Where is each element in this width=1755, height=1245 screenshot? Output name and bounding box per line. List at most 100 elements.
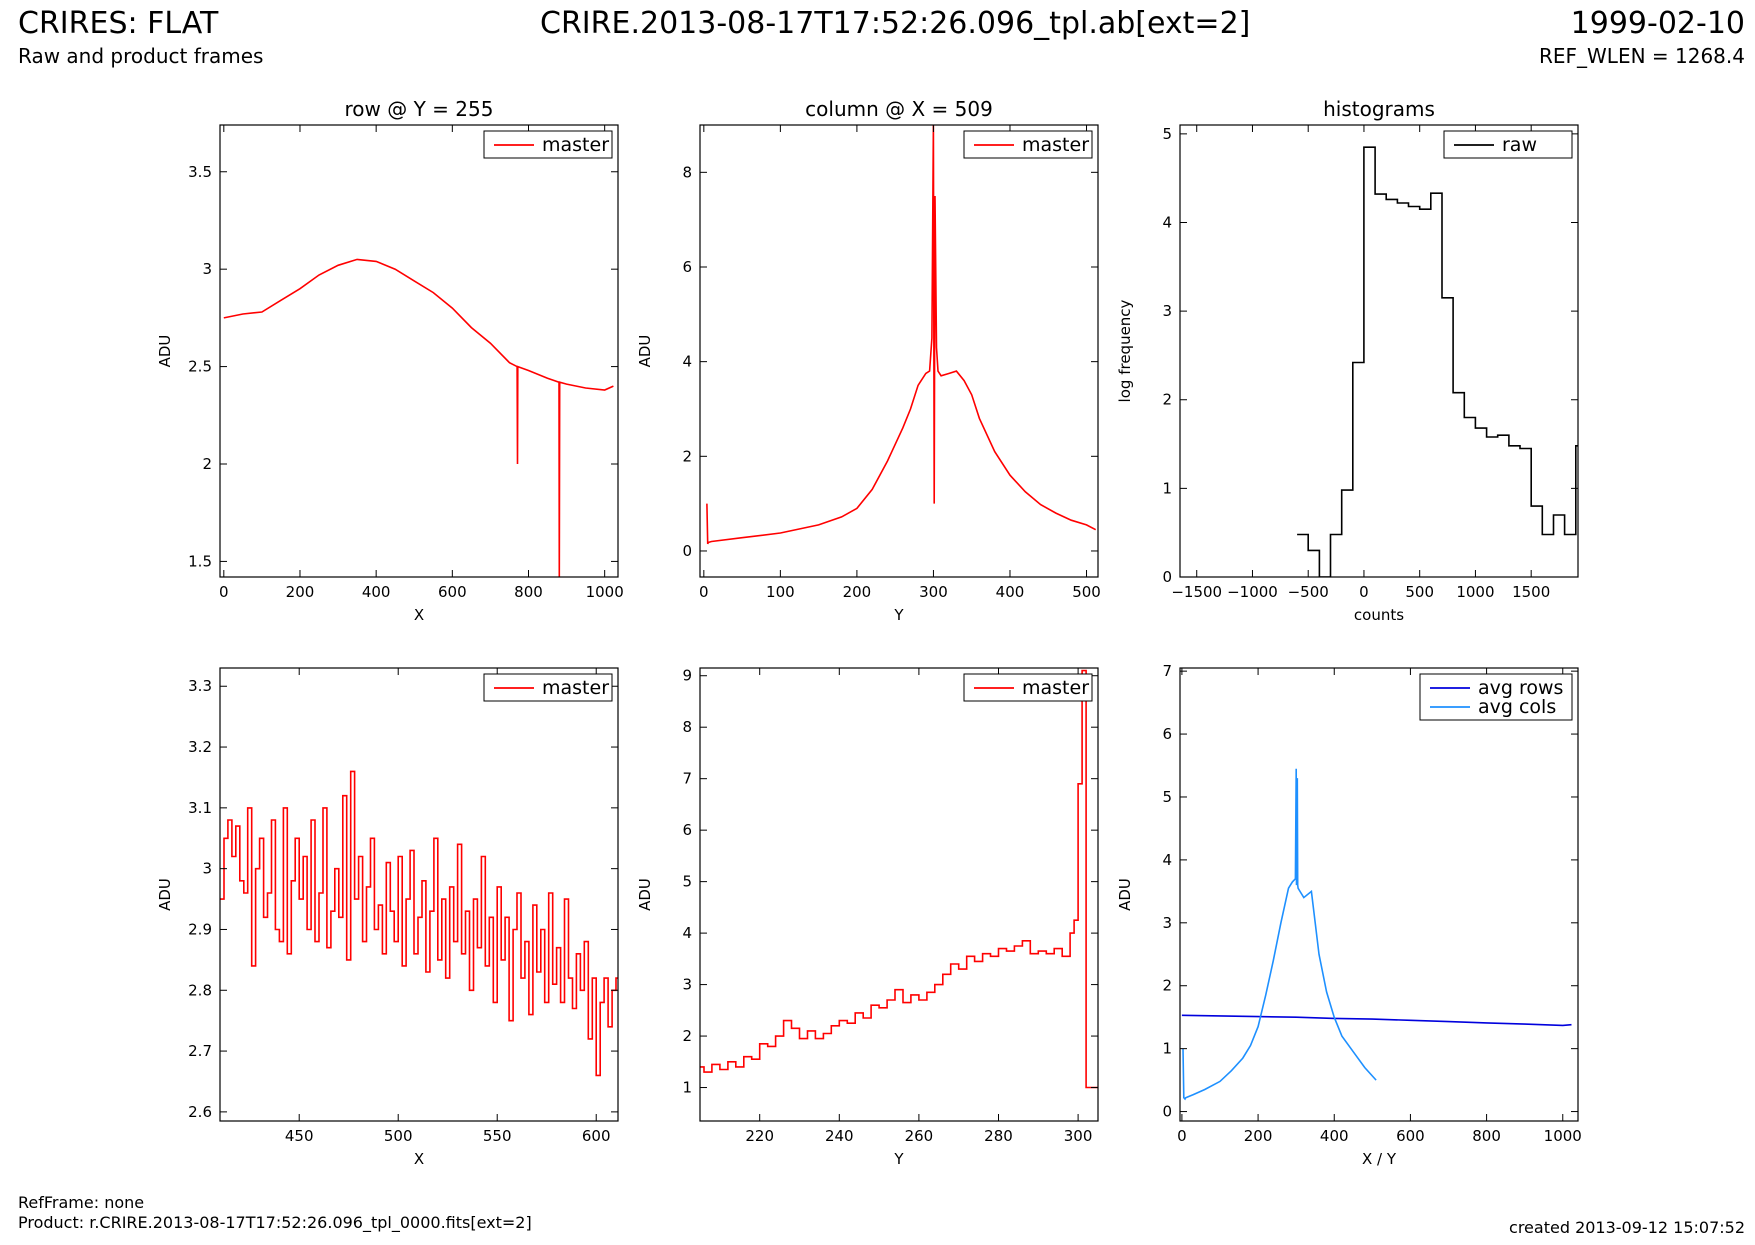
y-tick-label: 3.1 <box>188 799 212 817</box>
x-tick-label: 300 <box>919 583 948 601</box>
plot-frame <box>1179 667 1579 1122</box>
legend: master <box>963 130 1093 159</box>
y-tick-label: 3 <box>202 860 212 878</box>
y-tick-label: 8 <box>682 718 692 736</box>
chart-row-zoom: 450 500 550 600 2.6 2.7 2.8 2.9 3 3.1 3.2 3.3 X ADU ma… <box>156 667 619 1168</box>
y-tick-label: 6 <box>1162 725 1172 743</box>
x-tick-label: 280 <box>984 1127 1013 1145</box>
chart-averages: 0 200 400 600 800 1000 0 1 2 3 4 5 6 7 X / Y ADU avg row… <box>1116 662 1582 1168</box>
y-tick-label: 3 <box>1162 914 1172 932</box>
legend-box <box>1419 673 1573 721</box>
series-line-master <box>223 258 614 577</box>
legend-label: raw <box>1502 134 1537 156</box>
y-tick-label: 7 <box>1162 662 1172 680</box>
y-tick-label: 5 <box>682 873 692 891</box>
plot-frame <box>699 124 1099 578</box>
x-axis-label: Y <box>893 1150 904 1168</box>
x-tick-label: −1500 <box>1171 583 1222 601</box>
x-axis-label: counts <box>1354 606 1404 624</box>
x-tick-label: −1000 <box>1227 583 1278 601</box>
y-tick-label: 2 <box>1162 977 1172 995</box>
plot-frame <box>219 667 619 1122</box>
y-tick-label: 2 <box>202 455 212 473</box>
x-tick-label: 240 <box>825 1127 854 1145</box>
series-line-master <box>700 669 1098 1089</box>
x-tick-label: 220 <box>745 1127 774 1145</box>
series-line-master <box>706 125 1097 545</box>
x-tick-label: 0 <box>699 583 709 601</box>
y-tick-label: 2 <box>682 447 692 465</box>
legend-label: avg rows <box>1478 677 1563 699</box>
x-tick-label: 600 <box>1396 1127 1425 1145</box>
series-line-avg-cols <box>1182 768 1377 1101</box>
y-tick-label: 6 <box>682 258 692 276</box>
chart-title: histograms <box>1323 97 1435 121</box>
plot-frame <box>699 667 1099 1122</box>
x-tick-label: 800 <box>514 583 543 601</box>
y-tick-label: 8 <box>682 163 692 181</box>
x-tick-label: 500 <box>1405 583 1434 601</box>
file-title: CRIRE.2013-08-17T17:52:26.096_tpl.ab[ext… <box>540 6 1251 41</box>
x-tick-label: 200 <box>843 583 872 601</box>
y-tick-label: 1.5 <box>188 552 212 570</box>
legend-label: master <box>1022 134 1089 156</box>
plot-frame <box>1179 124 1579 578</box>
series-line-raw <box>1297 146 1578 577</box>
report-subtitle: Raw and product frames <box>18 44 264 68</box>
refframe-note: RefFrame: none <box>18 1193 145 1212</box>
x-axis-label: X <box>414 1150 424 1168</box>
y-tick-label: 0 <box>1162 1103 1172 1121</box>
x-tick-label: 800 <box>1472 1127 1501 1145</box>
ref-wlen-label: REF_WLEN = 1268.4 <box>1538 44 1745 68</box>
series-line-master <box>220 770 618 1077</box>
chart-title: column @ X = 509 <box>805 97 993 121</box>
y-tick-label: 1 <box>682 1079 692 1097</box>
y-tick-label: 2.7 <box>188 1042 212 1060</box>
y-tick-label: 2.6 <box>188 1103 212 1121</box>
y-tick-label: 2.5 <box>188 358 212 376</box>
legend-label: master <box>542 677 609 699</box>
chart-histograms: −1500 −1000 −500 0 500 1000 1500 0 1 2 3 4 5 histogra… <box>1116 97 1579 624</box>
x-tick-label: 100 <box>766 583 795 601</box>
legend: master <box>483 673 613 702</box>
x-tick-label: 260 <box>905 1127 934 1145</box>
x-axis-label: Y <box>893 606 904 624</box>
x-tick-label: 1000 <box>586 583 624 601</box>
report-title: CRIRES: FLAT <box>18 6 219 41</box>
y-tick-label: 0 <box>682 542 692 560</box>
x-tick-label: 600 <box>582 1127 611 1145</box>
y-axis-label: ADU <box>636 335 654 368</box>
legend: master <box>963 673 1093 702</box>
y-tick-label: 2 <box>682 1027 692 1045</box>
x-tick-label: −500 <box>1288 583 1329 601</box>
product-note: Product: r.CRIRE.2013-08-17T17:52:26.096… <box>18 1213 532 1232</box>
y-axis-label: ADU <box>156 878 174 911</box>
x-tick-label: 550 <box>483 1127 512 1145</box>
chart-title: row @ Y = 255 <box>345 97 494 121</box>
x-tick-label: 0 <box>1359 583 1369 601</box>
y-tick-label: 1 <box>1162 479 1172 497</box>
y-axis-label: ADU <box>636 878 654 911</box>
x-tick-label: 600 <box>438 583 467 601</box>
y-axis-label: ADU <box>156 335 174 368</box>
y-tick-label: 9 <box>682 667 692 685</box>
y-tick-label: 3 <box>682 976 692 994</box>
y-tick-label: 4 <box>1162 213 1172 231</box>
x-tick-label: 400 <box>996 583 1025 601</box>
y-tick-label: 5 <box>1162 788 1172 806</box>
legend-label: avg cols <box>1478 696 1556 718</box>
x-tick-label: 400 <box>1320 1127 1349 1145</box>
chart-row-full: 0 200 400 600 800 1000 1.5 2 2.5 3 3.5 row @ Y = 25… <box>156 97 624 624</box>
legend: raw <box>1443 130 1573 159</box>
x-tick-label: 1000 <box>1456 583 1494 601</box>
y-tick-label: 1 <box>1162 1040 1172 1058</box>
y-tick-label: 3 <box>202 260 212 278</box>
y-tick-label: 3.5 <box>188 163 212 181</box>
y-tick-label: 6 <box>682 821 692 839</box>
x-tick-label: 1000 <box>1544 1127 1582 1145</box>
y-tick-label: 5 <box>1162 125 1172 143</box>
x-tick-label: 300 <box>1064 1127 1093 1145</box>
y-tick-label: 0 <box>1162 568 1172 586</box>
y-tick-label: 3.3 <box>188 677 212 695</box>
